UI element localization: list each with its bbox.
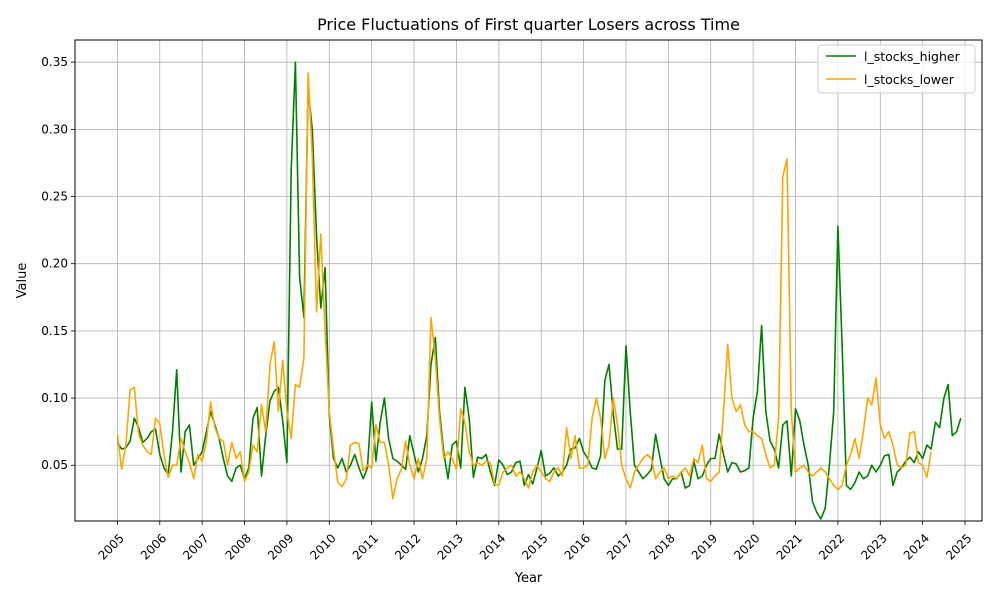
plot-frame [74, 39, 983, 522]
y-axis: 0.05 0.10 0.15 0.20 0.25 0.30 0.35 [41, 55, 75, 472]
chart-title: Price Fluctuations of First quarter Lose… [317, 15, 740, 34]
x-axis-label: Year [514, 571, 543, 586]
y-tick-label: 0.30 [41, 122, 68, 136]
legend-box [817, 44, 976, 94]
grid [75, 40, 982, 521]
y-tick-label: 0.15 [41, 324, 68, 338]
y-tick-label: 0.20 [41, 257, 68, 271]
series-line-l_stocks_higher [116, 61, 962, 520]
series-line-l_stocks_lower [116, 72, 932, 500]
y-tick-label: 0.05 [41, 458, 68, 472]
y-tick-label: 0.35 [41, 55, 68, 69]
legend-label-lower: l_stocks_lower [864, 72, 955, 87]
legend-label-higher: l_stocks_higher [864, 49, 961, 64]
y-axis-label: Value [15, 263, 30, 299]
y-tick-label: 0.25 [41, 190, 68, 204]
plot-lines [116, 61, 962, 520]
y-tick-label: 0.10 [41, 391, 68, 405]
legend: l_stocks_higher l_stocks_lower [817, 44, 976, 94]
